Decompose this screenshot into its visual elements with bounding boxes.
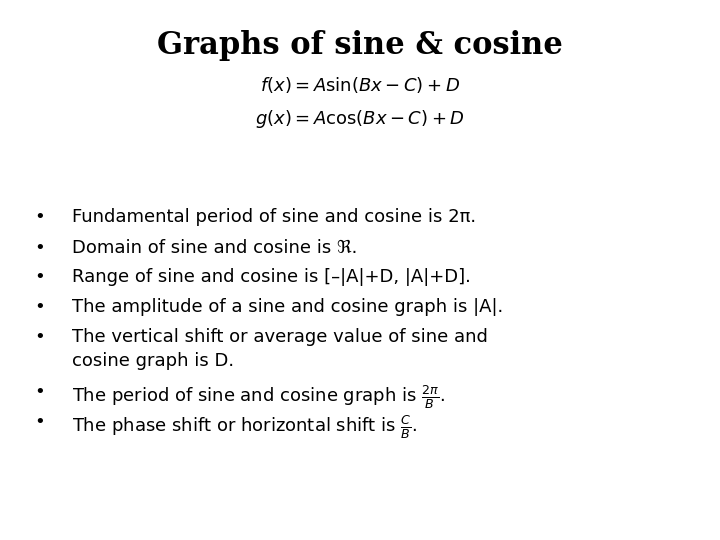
Text: $f(x) = A\sin(Bx-C)+D$: $f(x) = A\sin(Bx-C)+D$ [260, 75, 460, 94]
Text: The vertical shift or average value of sine and: The vertical shift or average value of s… [72, 328, 488, 346]
Text: cosine graph is D.: cosine graph is D. [72, 352, 234, 370]
Text: •: • [35, 413, 45, 431]
Text: Fundamental period of sine and cosine is 2π.: Fundamental period of sine and cosine is… [72, 208, 476, 226]
Text: •: • [35, 328, 45, 346]
Text: The amplitude of a sine and cosine graph is |A|.: The amplitude of a sine and cosine graph… [72, 298, 503, 316]
Text: Domain of sine and cosine is ℜ.: Domain of sine and cosine is ℜ. [72, 239, 357, 256]
Text: Graphs of sine & cosine: Graphs of sine & cosine [157, 30, 563, 60]
Text: •: • [35, 298, 45, 316]
Text: The period of sine and cosine graph is $\frac{2\pi}{B}$.: The period of sine and cosine graph is $… [72, 383, 445, 411]
Text: Range of sine and cosine is [–|A|+D, |A|+D].: Range of sine and cosine is [–|A|+D, |A|… [72, 268, 471, 286]
Text: •: • [35, 239, 45, 256]
Text: •: • [35, 383, 45, 401]
Text: $g(x) = A\cos(Bx-C)+D$: $g(x) = A\cos(Bx-C)+D$ [255, 108, 465, 130]
Text: •: • [35, 268, 45, 286]
Text: •: • [35, 208, 45, 226]
Text: The phase shift or horizontal shift is $\frac{C}{B}$.: The phase shift or horizontal shift is $… [72, 413, 418, 441]
